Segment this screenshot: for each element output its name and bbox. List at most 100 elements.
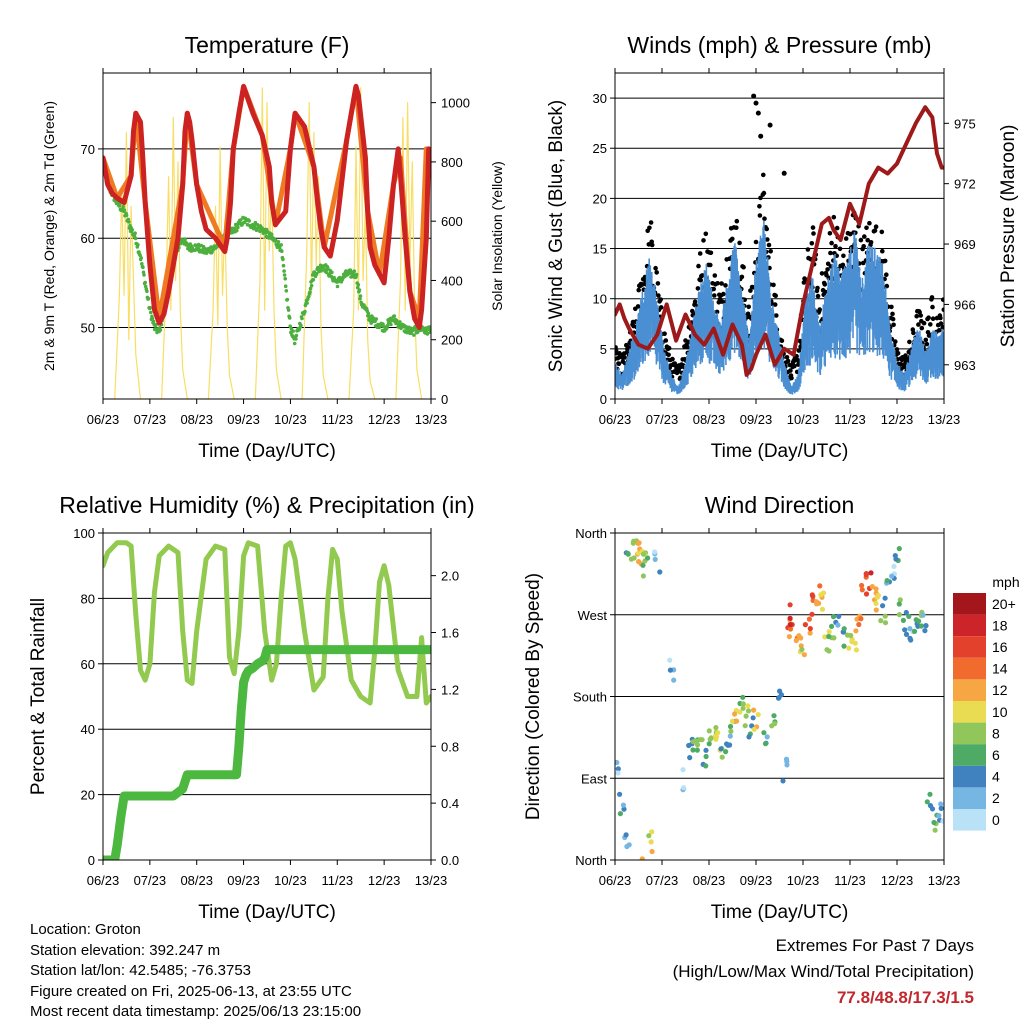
- gust-point: [895, 351, 901, 356]
- gust-point: [829, 240, 834, 246]
- speed-legend-label: 0: [992, 812, 1000, 828]
- dewpoint-point: [385, 323, 390, 328]
- direction-point: [751, 726, 757, 732]
- gust-point: [723, 283, 728, 288]
- dewpoint-point: [150, 316, 155, 321]
- gust-point: [695, 286, 701, 291]
- gust-point: [697, 251, 703, 256]
- gust-point: [907, 339, 912, 345]
- direction-point: [787, 622, 793, 628]
- humidity-ytick-right-label: 1.2: [441, 682, 459, 697]
- humidity-ytick-right-label: 0.0: [441, 853, 459, 868]
- winds-frame: [614, 72, 945, 400]
- gust-point: [916, 322, 921, 327]
- direction-point: [807, 630, 813, 636]
- speed-legend-label: 18: [992, 617, 1008, 633]
- extremes-values: 77.8/48.8/17.3/1.5: [836, 988, 974, 1007]
- direction-point: [806, 616, 813, 622]
- direction-point: [740, 705, 746, 711]
- gust-point: [737, 240, 742, 246]
- dewpoint-point: [151, 319, 156, 324]
- dewpoint-point: [281, 257, 285, 262]
- direction-point: [737, 709, 743, 715]
- gust-point: [914, 313, 919, 319]
- dewpoint-point: [286, 308, 291, 312]
- direction-point: [728, 728, 734, 735]
- direction-point: [878, 618, 884, 624]
- direction-point: [708, 735, 714, 741]
- gust-point: [891, 322, 896, 328]
- dewpoint-point: [354, 272, 359, 277]
- gust-point: [625, 344, 631, 350]
- direction-point: [631, 555, 637, 561]
- direction-point: [681, 785, 687, 791]
- direction-point: [902, 627, 908, 633]
- direction-point: [771, 713, 777, 719]
- direction-point: [822, 634, 828, 640]
- gust-point: [772, 302, 778, 307]
- dewpoint-point: [283, 276, 288, 281]
- dewpoint-point: [276, 240, 281, 244]
- gust-point: [746, 304, 751, 310]
- gust-point: [666, 352, 671, 358]
- gust-point: [884, 283, 890, 289]
- winds-ytick-label: 10: [593, 292, 607, 307]
- winds-ytick-label: 25: [593, 141, 607, 156]
- direction-point: [858, 616, 864, 622]
- direction-point: [824, 647, 830, 653]
- speed-legend-label: 20+: [992, 596, 1016, 612]
- gust-peak-point: [781, 170, 787, 176]
- direction-point: [920, 612, 926, 618]
- speed-legend-swatch: [953, 722, 986, 745]
- gust-point: [708, 250, 714, 256]
- direction-point: [706, 741, 712, 747]
- gust-point: [940, 325, 944, 330]
- gust-point: [938, 321, 944, 326]
- gust-point: [903, 353, 908, 358]
- direction-point: [694, 747, 700, 753]
- direction-point: [869, 584, 875, 590]
- direction-point: [836, 613, 842, 620]
- winds-xtick-label: 11/23: [834, 412, 866, 427]
- gust-point: [823, 289, 828, 295]
- direction-ylabel: Direction (Colored By Speed): [523, 573, 544, 820]
- dewpoint-point: [133, 231, 137, 235]
- gust-point: [730, 236, 735, 242]
- direction-point: [615, 766, 621, 772]
- speed-legend-swatch: [953, 809, 986, 831]
- dewpoint-point: [142, 273, 146, 277]
- direction-point: [649, 848, 655, 855]
- speed-legend-swatch: [953, 614, 986, 637]
- direction-point: [798, 635, 804, 641]
- direction-point: [818, 592, 824, 598]
- humidity-ytick-right-label: 2.0: [441, 569, 459, 584]
- humidity-ytick-label: 20: [81, 788, 95, 803]
- direction-xlabel: Time (Day/UTC): [711, 902, 849, 923]
- gust-point: [696, 263, 701, 269]
- humidity-ytick-label: 0: [88, 853, 95, 868]
- gust-point: [647, 225, 652, 231]
- gust-point: [929, 295, 935, 300]
- gust-point: [758, 195, 763, 201]
- gust-point: [698, 277, 703, 283]
- gust-point: [930, 316, 936, 322]
- dewpoint-point: [239, 218, 243, 222]
- winds-xtick-label: 06/23: [599, 412, 632, 427]
- humidity-xtick-label: 12/23: [368, 873, 401, 888]
- gust-point: [712, 273, 718, 278]
- dewpoint-point: [294, 333, 299, 338]
- gust-point: [928, 322, 933, 327]
- gust-point: [862, 234, 867, 239]
- dewpoint-point: [269, 232, 274, 237]
- temperature-panel: Temperature (F) Time (Day/UTC) 50 60 70 0 200 4…: [41, 32, 505, 462]
- dewpoint-point: [346, 271, 351, 276]
- direction-point: [787, 626, 794, 632]
- gust-point: [879, 229, 885, 235]
- temperature-xtick-label: 11/23: [321, 412, 353, 427]
- gust-point: [864, 225, 869, 231]
- direction-point: [918, 623, 925, 629]
- speed-legend-swatch: [953, 657, 986, 680]
- direction-point: [916, 618, 922, 624]
- gust-point: [884, 272, 889, 278]
- gust-point: [757, 204, 762, 209]
